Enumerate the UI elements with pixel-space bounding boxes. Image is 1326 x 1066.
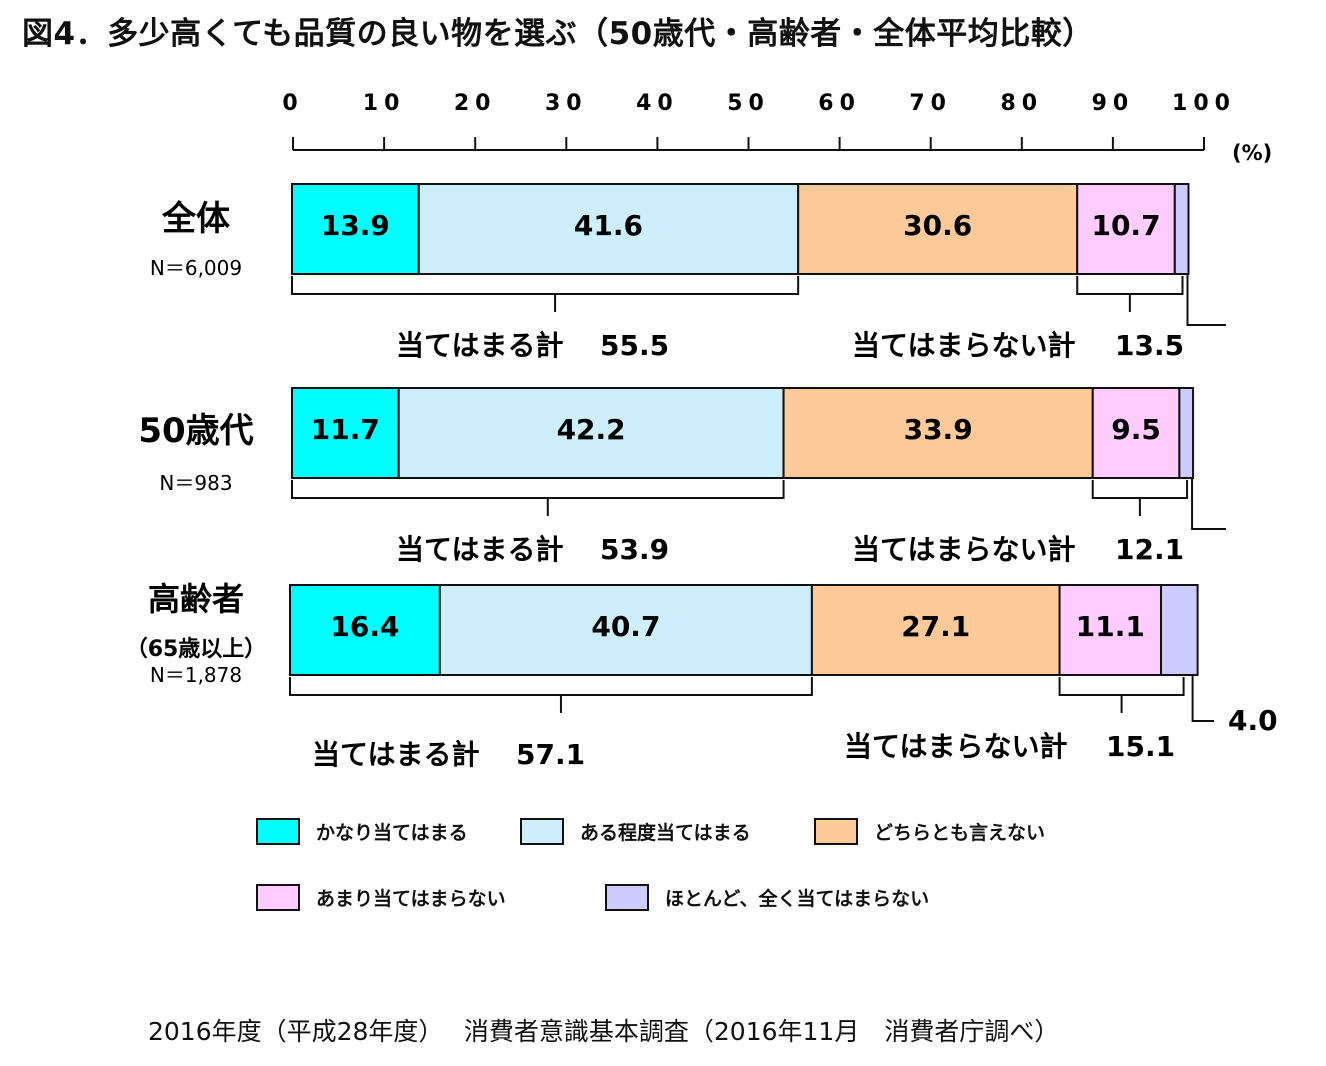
data-label: 11.7 (311, 413, 380, 446)
x-tick-label: 80 (1000, 91, 1043, 116)
leader-line (1191, 478, 1226, 530)
agree-total-label: 当てはまる計 (312, 738, 479, 771)
category-label: 全体 (161, 199, 230, 239)
leader-line (1191, 675, 1214, 722)
data-label: 10.7 (1091, 209, 1160, 242)
legend-item-1: かなり当てはまる (256, 814, 468, 848)
agree-total-value: 55.5 (600, 329, 669, 362)
bar-segment (1160, 584, 1199, 676)
bar-segment (1058, 584, 1163, 676)
legend-label-4: あまり当てはまらない (316, 887, 506, 910)
data-label: 40.7 (591, 610, 660, 643)
disagree-total-value: 15.1 (1106, 730, 1175, 763)
disagree-total-value: 12.1 (1115, 533, 1184, 566)
source-note: 2016年度（平成28年度） 消費者意識基本調査（2016年11月 消費者庁調べ… (148, 1017, 1060, 1046)
agree-total-label: 当てはまる計 (396, 329, 563, 362)
bar-segment (797, 183, 1079, 275)
sample-size-label: N＝1,878 (150, 663, 242, 687)
x-tick-label: 0 (282, 91, 303, 116)
legend-swatch-3 (814, 817, 858, 845)
agree-total-label: 当てはまる計 (396, 533, 563, 566)
agree-bracket (289, 677, 813, 713)
legend-swatch-2 (520, 817, 564, 845)
disagree-bracket (1091, 480, 1189, 516)
bar-segment (417, 183, 800, 275)
legend-item-4: あまり当てはまらない (256, 880, 506, 914)
x-tick-label: 60 (818, 91, 861, 116)
data-label: 42.2 (557, 413, 626, 446)
data-label: 41.6 (574, 209, 643, 242)
category-sublabel: （65歳以上） (126, 637, 267, 662)
leader-line (1186, 274, 1226, 326)
x-tick-label: 70 (909, 91, 952, 116)
data-label: 9.5 (1111, 413, 1161, 446)
data-label: 4.0 (1228, 704, 1278, 737)
x-tick-label: 50 (727, 91, 770, 116)
axis-unit-label: (%) (1232, 141, 1272, 165)
data-label: 16.4 (330, 610, 399, 643)
x-tick-label: 20 (454, 91, 497, 116)
agree-bracket (291, 276, 800, 312)
agree-bracket (291, 480, 785, 516)
disagree-total-label: 当てはまらない計 (852, 533, 1075, 566)
agree-total-value: 57.1 (516, 738, 585, 771)
agree-total-value: 53.9 (600, 533, 669, 566)
bar-segment (1173, 183, 1190, 275)
legend-label-5: ほとんど、全く当てはまらない (665, 887, 930, 910)
data-label: 13.9 (321, 209, 390, 242)
x-tick-label: 30 (545, 91, 588, 116)
disagree-total-value: 13.5 (1115, 329, 1184, 362)
bar-segment (1178, 387, 1195, 479)
bar-segment (291, 387, 400, 479)
disagree-total-label: 当てはまらない計 (844, 730, 1067, 763)
sample-size-label: N＝6,009 (150, 256, 242, 280)
legend-swatch-5 (605, 883, 649, 911)
legend-item-3: どちらとも言えない (814, 814, 1045, 848)
disagree-bracket (1076, 276, 1184, 312)
bar-segment (1076, 183, 1176, 275)
data-label: 33.9 (904, 413, 973, 446)
legend-label-1: かなり当てはまる (316, 821, 468, 844)
bar-segment (289, 584, 441, 676)
bar-segment (1091, 387, 1181, 479)
legend-swatch-4 (256, 883, 300, 911)
disagree-total-label: 当てはまらない計 (852, 329, 1075, 362)
bar-segment (397, 387, 785, 479)
x-tick-label: 10 (363, 91, 406, 116)
category-label: 50歳代 (138, 411, 253, 451)
chart-title: 図4．多少高くても品質の良い物を選ぶ（50歳代・高齢者・全体平均比較） (22, 16, 1094, 52)
legend-label-3: どちらとも言えない (874, 821, 1046, 844)
legend-item-2: ある程度当てはまる (520, 814, 751, 848)
legend-swatch-1 (256, 817, 300, 845)
x-tick-label: 100 (1172, 91, 1236, 116)
data-label: 30.6 (903, 209, 972, 242)
category-label: 高齢者 (148, 580, 244, 618)
x-tick-label: 40 (636, 91, 679, 116)
disagree-bracket (1058, 677, 1185, 713)
legend-item-5: ほとんど、全く当てはまらない (605, 880, 929, 914)
sample-size-label: N＝983 (159, 471, 232, 495)
x-tick-label: 90 (1092, 91, 1135, 116)
data-label: 27.1 (901, 610, 970, 643)
bar-segment (291, 183, 420, 275)
legend-label-2: ある程度当てはまる (580, 821, 751, 844)
data-label: 11.1 (1076, 610, 1145, 643)
